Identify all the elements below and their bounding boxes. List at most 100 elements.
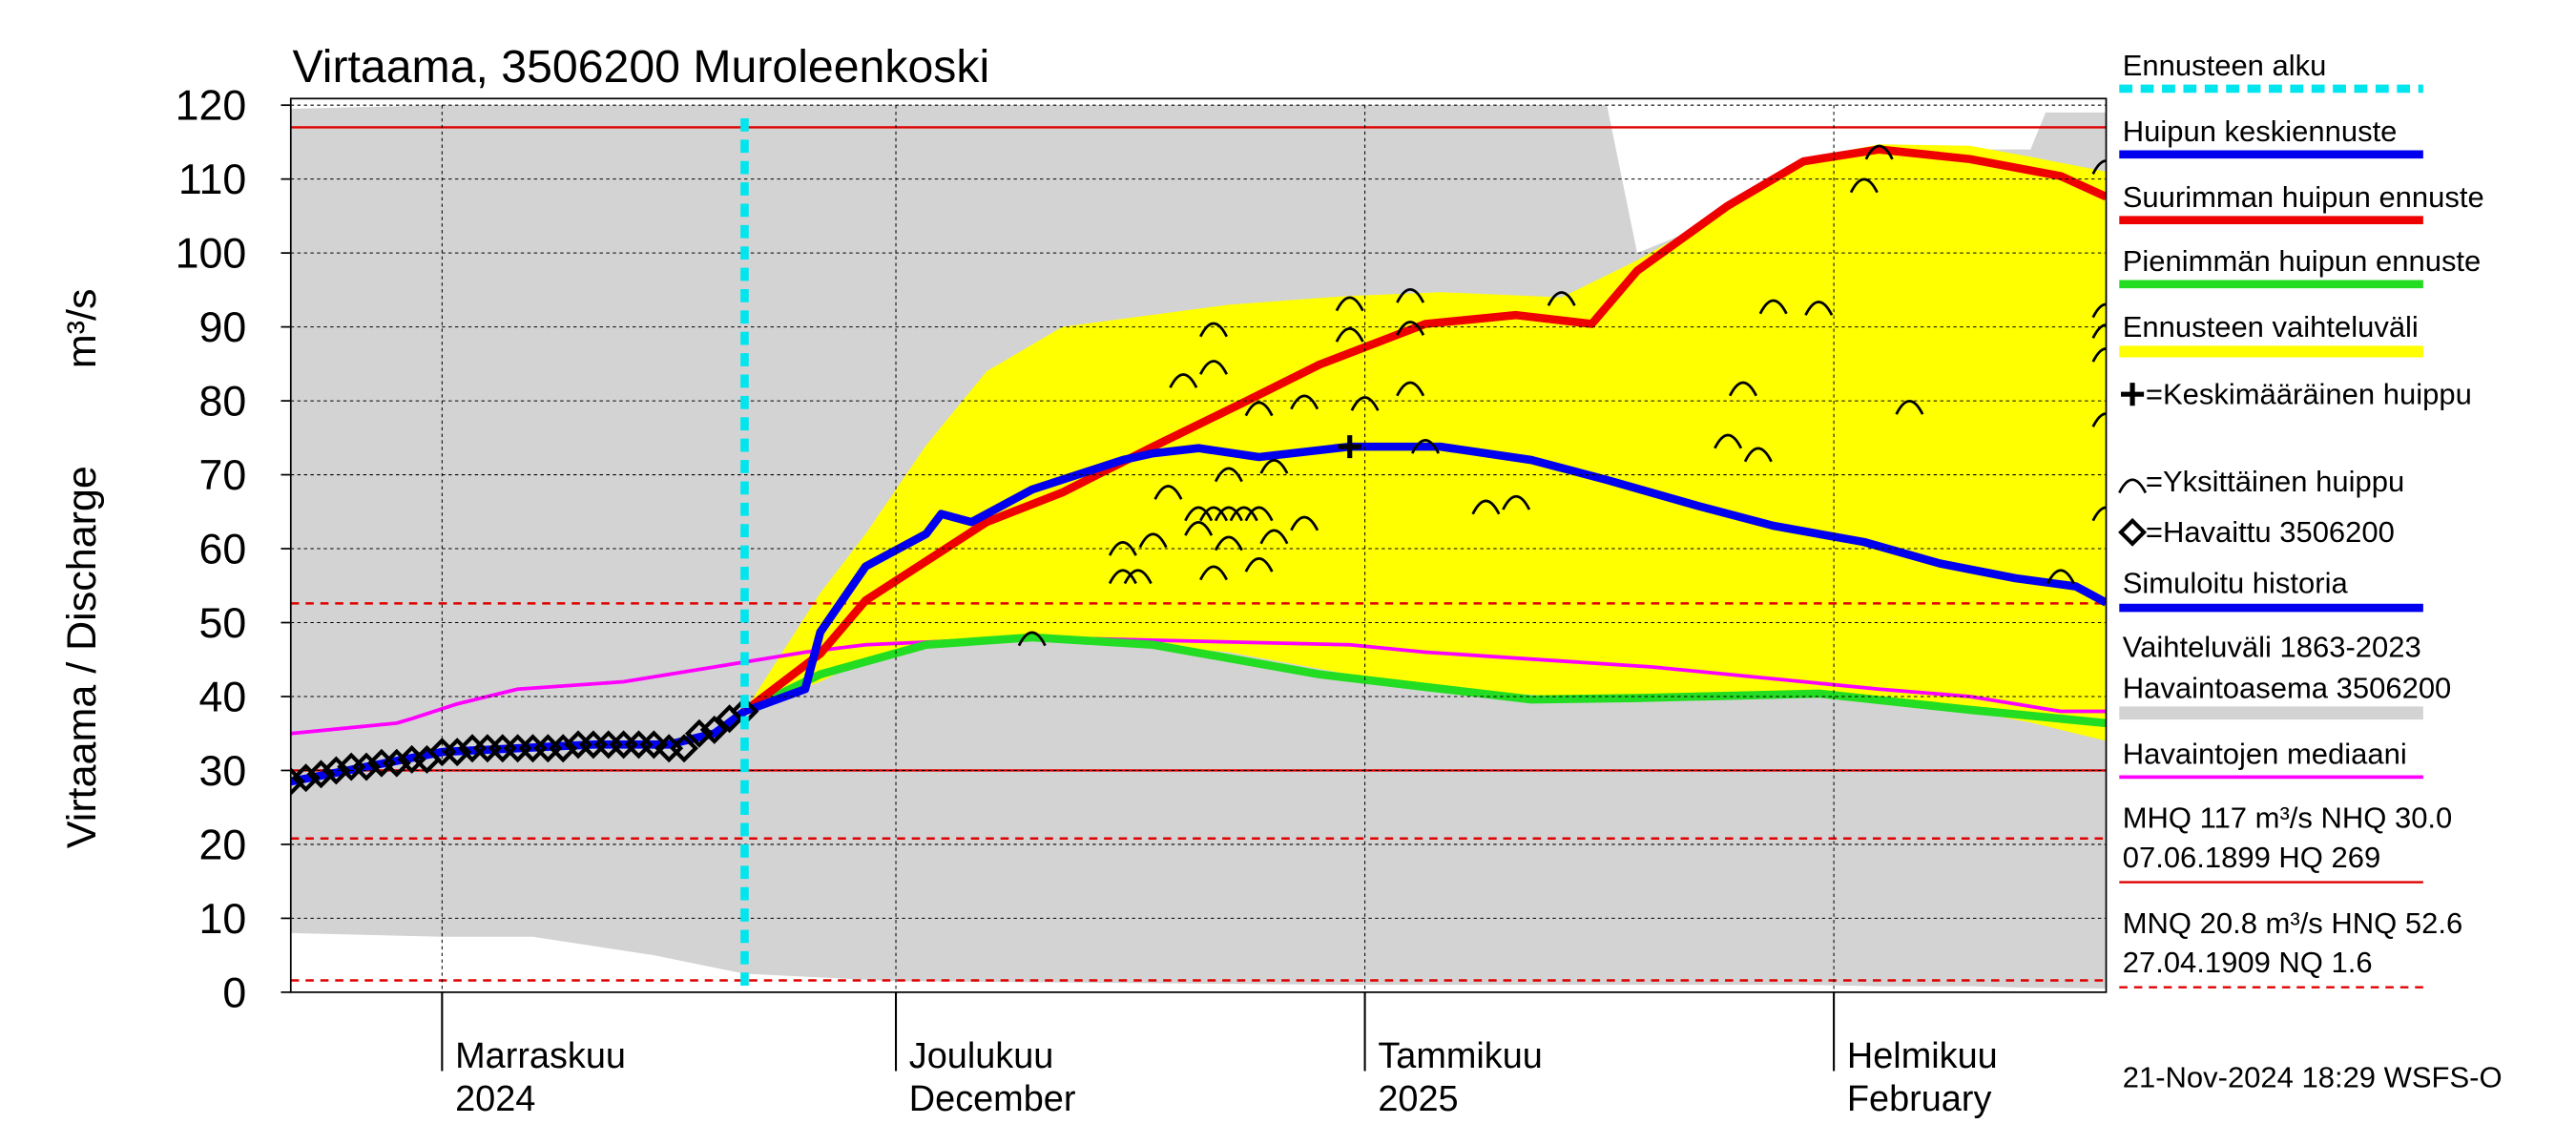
peak-marker bbox=[1396, 321, 1425, 336]
peak-marker bbox=[1290, 515, 1319, 531]
x-tick-label: Joulukuu bbox=[909, 1036, 1054, 1076]
peak-marker bbox=[1244, 557, 1274, 572]
peak-marker bbox=[1138, 532, 1168, 549]
peak-marker bbox=[1864, 144, 1894, 160]
observed-marker bbox=[670, 734, 699, 763]
legend-label: Havaintoasema 3506200 bbox=[2123, 672, 2452, 705]
observed-marker bbox=[291, 763, 321, 793]
peak-marker bbox=[1199, 565, 1229, 581]
timestamp: 21-Nov-2024 18:29 WSFS-O bbox=[2123, 1061, 2503, 1094]
peak-marker bbox=[2091, 323, 2107, 339]
observed-marker bbox=[322, 756, 351, 785]
peak-marker bbox=[1259, 458, 1289, 474]
observed-marker bbox=[290, 767, 305, 797]
peak-marker bbox=[1214, 467, 1243, 483]
legend-label: Havaintojen mediaani bbox=[2123, 738, 2407, 771]
legend-swatch bbox=[2118, 478, 2148, 494]
peak-marker bbox=[1108, 569, 1137, 585]
peak-marker bbox=[1214, 535, 1243, 552]
peak-marker bbox=[1214, 506, 1243, 522]
x-tick-label: Marraskuu bbox=[455, 1036, 626, 1076]
peak-marker bbox=[1244, 401, 1274, 417]
y-tick-label: 40 bbox=[199, 673, 247, 720]
legend-label: MHQ 117 m³/s NHQ 30.0 bbox=[2123, 802, 2453, 835]
observed-marker bbox=[382, 748, 411, 778]
plot-frame bbox=[289, 97, 2108, 993]
legend-label: Pienimmän huipun ennuste bbox=[2123, 244, 2482, 278]
peak-marker bbox=[1396, 381, 1425, 397]
peak-marker bbox=[1153, 485, 1183, 500]
peak-marker bbox=[1743, 447, 1773, 463]
series-line bbox=[741, 145, 2107, 715]
y-tick-label: 0 bbox=[222, 968, 246, 1016]
y-tick-label: 60 bbox=[199, 526, 247, 573]
peak-marker bbox=[2091, 302, 2107, 319]
legend-label: =Yksittäinen huippu bbox=[2146, 465, 2404, 498]
legend-label: MNQ 20.8 m³/s HNQ 52.6 bbox=[2123, 906, 2462, 940]
peak-marker bbox=[1199, 506, 1229, 522]
peak-marker bbox=[1184, 521, 1214, 536]
legend-label: 07.06.1899 HQ 269 bbox=[2123, 841, 2380, 874]
legend-swatch bbox=[2118, 517, 2148, 547]
peak-marker bbox=[1169, 373, 1198, 388]
x-tick-label: December bbox=[909, 1079, 1076, 1119]
x-tick-label: 2025 bbox=[1378, 1079, 1458, 1119]
peak-marker bbox=[2091, 506, 2107, 522]
plot-area bbox=[290, 105, 2107, 989]
y-tick-label: 110 bbox=[178, 156, 246, 203]
peak-marker bbox=[1804, 301, 1834, 316]
y-tick-label: 70 bbox=[199, 451, 247, 499]
mean-peak-marker bbox=[1338, 435, 1361, 459]
chart-title: Virtaama, 3506200 Muroleenkoski bbox=[293, 41, 990, 93]
x-tick-label: Helmikuu bbox=[1847, 1036, 1998, 1076]
peak-marker bbox=[1244, 506, 1274, 522]
peak-marker bbox=[1335, 327, 1364, 343]
observed-marker bbox=[699, 715, 729, 744]
observed-marker bbox=[639, 730, 669, 760]
y-axis-unit: m³/s bbox=[59, 289, 105, 369]
x-tick-label: February bbox=[1847, 1079, 1992, 1119]
observed-marker bbox=[443, 738, 472, 767]
legend-label: =Keskimääräinen huippu bbox=[2146, 378, 2472, 411]
legend-label: Vaihteluväli 1863-2023 bbox=[2123, 631, 2421, 664]
y-tick-label: 10 bbox=[199, 895, 247, 943]
peak-marker bbox=[1108, 540, 1137, 556]
legend-label: =Havaittu 3506200 bbox=[2146, 515, 2395, 549]
y-tick-label: 80 bbox=[199, 378, 247, 426]
peak-marker bbox=[1502, 494, 1531, 510]
peak-marker bbox=[1547, 291, 1576, 306]
legend-label: Simuloitu historia bbox=[2123, 567, 2349, 600]
peak-marker bbox=[1728, 381, 1757, 397]
peak-marker bbox=[1123, 569, 1153, 585]
peak-marker bbox=[1396, 288, 1425, 303]
observed-marker bbox=[549, 734, 578, 763]
peak-marker bbox=[1471, 499, 1501, 515]
peak-marker bbox=[1714, 433, 1743, 449]
legend-swatch bbox=[2121, 383, 2145, 406]
y-tick-label: 20 bbox=[199, 821, 247, 868]
peak-marker bbox=[2046, 569, 2075, 585]
series-line bbox=[290, 635, 2107, 736]
y-tick-label: 100 bbox=[176, 230, 247, 278]
peak-marker bbox=[1017, 631, 1047, 647]
peak-marker bbox=[1229, 506, 1258, 522]
legend-label: Ennusteen vaihteluväli bbox=[2123, 310, 2419, 344]
peak-marker bbox=[1290, 394, 1319, 410]
peak-marker bbox=[2091, 347, 2107, 363]
peak-marker bbox=[1259, 529, 1289, 545]
peak-marker bbox=[2091, 412, 2107, 427]
peak-marker bbox=[1199, 360, 1229, 375]
x-tick-label: 2024 bbox=[455, 1079, 535, 1119]
y-tick-label: 120 bbox=[176, 82, 247, 130]
legend-label: Huipun keskiennuste bbox=[2123, 114, 2398, 148]
y-tick-label: 50 bbox=[199, 599, 247, 647]
peak-marker bbox=[1335, 296, 1364, 312]
observed-marker bbox=[684, 718, 714, 748]
x-tick-label: Tammikuu bbox=[1378, 1036, 1543, 1076]
observed-marker bbox=[352, 752, 382, 781]
legend-label: Ennusteen alku bbox=[2123, 49, 2327, 82]
peak-marker bbox=[1758, 299, 1788, 315]
y-axis-label: Virtaama / Discharge bbox=[59, 466, 105, 848]
